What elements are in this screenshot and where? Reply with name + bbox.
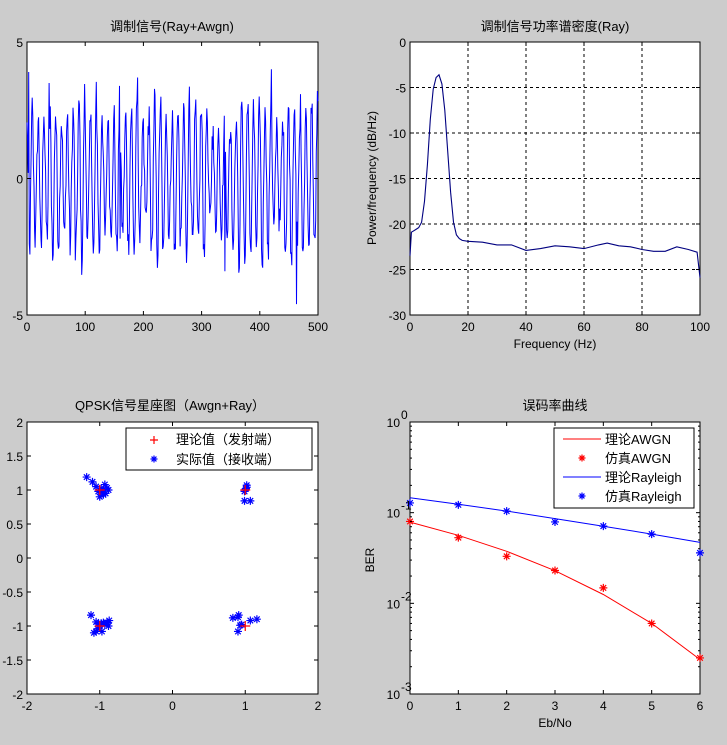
svg-text:1: 1 [455,699,462,713]
svg-text:10: 10 [387,416,401,430]
svg-text:0: 0 [24,320,31,334]
svg-text:-5: -5 [395,82,406,96]
svg-text:-2: -2 [12,688,23,702]
svg-text:20: 20 [461,320,475,334]
svg-text:3: 3 [552,699,559,713]
svg-text:-2: -2 [22,699,33,713]
psd-ticks: 0 20 40 60 80 100 0 -5 -10 -15 -20 -25 -30 [389,36,711,334]
svg-text:-1: -1 [401,499,412,513]
svg-text:10: 10 [387,688,401,702]
svg-text:2: 2 [503,699,510,713]
svg-text:0: 0 [399,36,406,50]
svg-text:4: 4 [600,699,607,713]
subplot-psd: 调制信号功率谱密度(Ray) 0 20 40 60 80 100 0 -5 -10 -15 -20 -… [365,19,710,351]
psd-title: 调制信号功率谱密度(Ray) [481,19,630,34]
svg-text:5: 5 [16,36,23,50]
psd-ylabel: Power/frequency (dB/Hz) [365,111,379,245]
constellation-title: QPSK信号星座图（Awgn+Ray） [75,398,265,413]
constellation-legend: 理论值（发射端） 实际值（接收端） [125,427,313,471]
signal-trace [26,69,319,305]
svg-text:0: 0 [407,320,414,334]
psd-xlabel: Frequency (Hz) [514,337,597,351]
legend-item-theory-rayleigh: 理论Rayleigh [605,470,682,485]
svg-text:-1.5: -1.5 [2,654,23,668]
svg-text:80: 80 [635,320,649,334]
ber-ylabel: BER [363,547,377,572]
svg-text:400: 400 [250,320,270,334]
signal-axes [26,41,319,316]
svg-text:300: 300 [192,320,212,334]
ber-title: 误码率曲线 [522,398,587,413]
svg-text:500: 500 [308,320,328,334]
svg-text:-3: -3 [401,680,412,694]
svg-text:-0.5: -0.5 [2,586,23,600]
legend-item-actual: 实际值（接收端） [176,452,280,467]
svg-text:40: 40 [519,320,533,334]
psd-grid [410,42,700,315]
svg-text:2: 2 [16,416,23,430]
svg-text:0: 0 [401,408,408,422]
svg-text:1.5: 1.5 [6,450,23,464]
svg-text:-5: -5 [12,309,23,323]
svg-text:-30: -30 [389,309,407,323]
svg-text:0.5: 0.5 [6,518,23,532]
svg-text:-1: -1 [12,620,23,634]
svg-text:5: 5 [648,699,655,713]
constellation-points [82,473,261,637]
svg-text:-1: -1 [94,699,105,713]
svg-text:-2: -2 [401,589,412,603]
svg-text:100: 100 [75,320,95,334]
svg-text:0: 0 [407,699,414,713]
svg-text:10: 10 [387,507,401,521]
constellation-ticks: -2 -1 0 1 2 -2 -1.5 -1 -0.5 0 0.5 1 1.5 2 [2,416,321,713]
svg-text:0: 0 [16,552,23,566]
svg-text:0: 0 [16,173,23,187]
signal-title: 调制信号(Ray+Awgn) [110,19,234,34]
svg-text:60: 60 [577,320,591,334]
signal-ticks: 0 100 200 300 400 500-505 [12,36,328,334]
svg-text:100: 100 [690,320,710,334]
psd-trace [409,73,701,278]
svg-text:2: 2 [315,699,322,713]
legend-item-sim-awgn: 仿真AWGN [605,451,671,466]
svg-text:10: 10 [387,597,401,611]
svg-text:-10: -10 [389,127,407,141]
subplot-constellation: QPSK信号星座图（Awgn+Ray） -2 -1 0 1 2 -2 -1.5 -1 -0.5 0… [2,398,321,713]
subplot-signal: 调制信号(Ray+Awgn) 0 100 200 300 400 500-505 [12,19,328,334]
legend-item-theory: 理论值（发射端） [176,432,280,447]
legend-item-theory-awgn: 理论AWGN [605,432,671,447]
ber-xlabel: Eb/No [538,716,572,730]
svg-text:-25: -25 [389,264,407,278]
svg-text:-20: -20 [389,218,407,232]
svg-text:1: 1 [16,484,23,498]
svg-text:6: 6 [697,699,704,713]
svg-text:200: 200 [133,320,153,334]
svg-text:1: 1 [242,699,249,713]
legend-item-sim-rayleigh: 仿真Rayleigh [605,489,682,504]
svg-text:0: 0 [169,699,176,713]
svg-text:-15: -15 [389,173,407,187]
ber-legend: 理论AWGN 仿真AWGN 理论Rayleigh 仿真Rayleigh [553,427,695,509]
